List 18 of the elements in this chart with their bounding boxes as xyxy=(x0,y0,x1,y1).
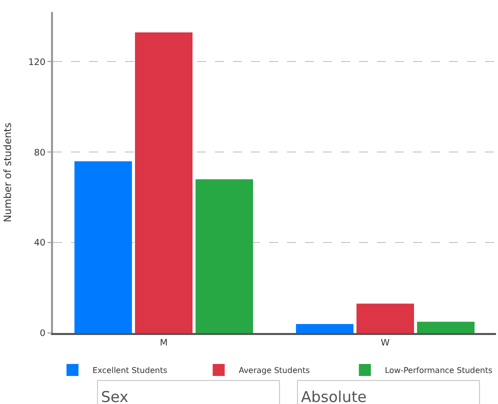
bar xyxy=(134,32,193,333)
legend-label: Excellent Students xyxy=(92,366,168,376)
y-tick-label: 80 xyxy=(34,148,46,158)
bar xyxy=(74,161,132,333)
y-tick-label: 0 xyxy=(40,329,46,340)
x-tick-label: M xyxy=(160,338,168,349)
bar xyxy=(356,304,414,333)
bar xyxy=(417,322,475,333)
y-tick-label: 40 xyxy=(34,238,46,249)
legend-label: Low-Performance Students xyxy=(384,366,492,376)
text: Sex xyxy=(101,388,128,404)
y-axis-title: Number of students xyxy=(2,122,14,222)
bar xyxy=(296,324,354,333)
x-tick-label: W xyxy=(380,338,390,349)
bar xyxy=(196,179,254,333)
y-tick-label: 120 xyxy=(28,58,46,68)
legend-label: Average Students xyxy=(238,366,310,376)
text: Absolute xyxy=(301,388,367,404)
